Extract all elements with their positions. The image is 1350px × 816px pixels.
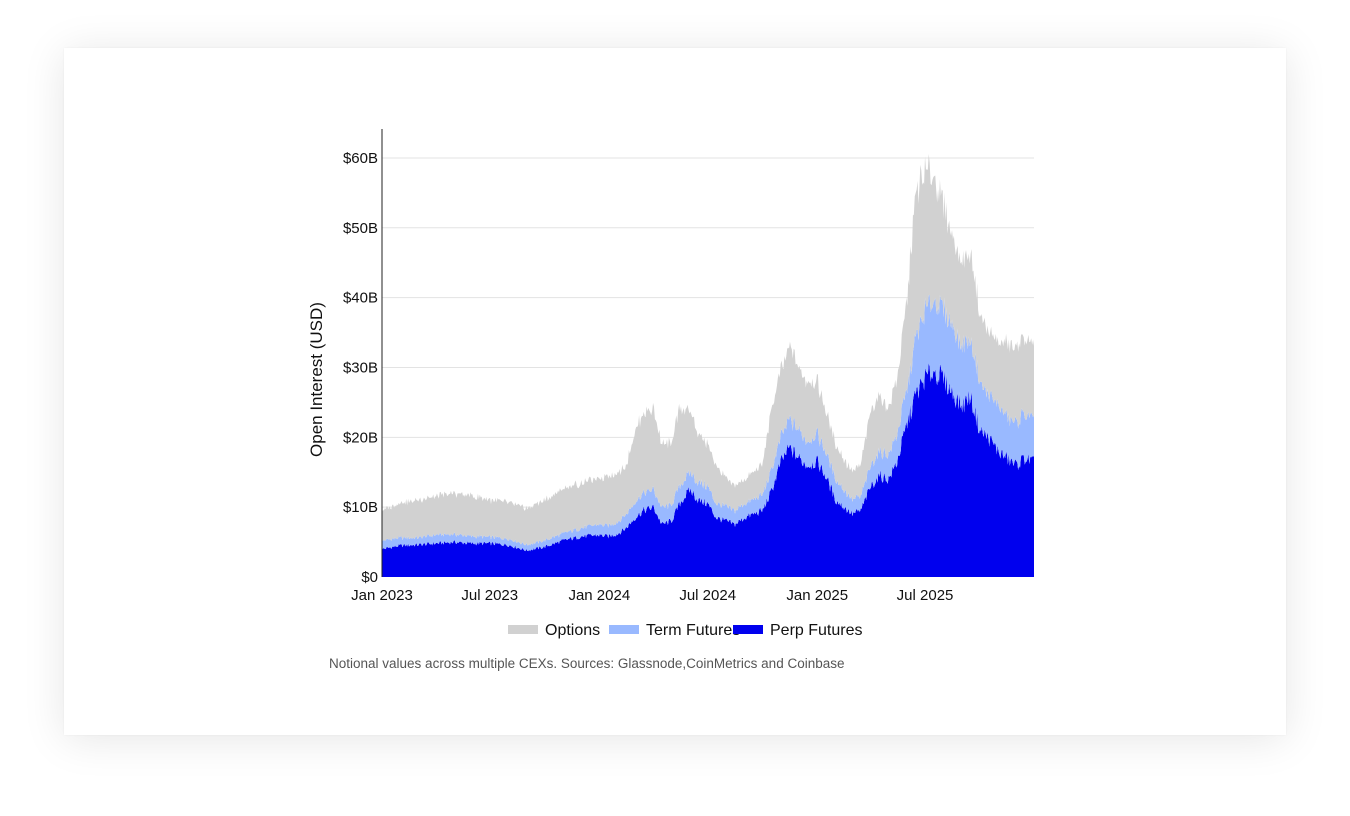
y-tick-label: $30B: [343, 359, 378, 376]
y-tick-label: $10B: [343, 499, 378, 516]
y-tick-label: $60B: [343, 150, 378, 167]
y-tick-label: $20B: [343, 429, 378, 446]
x-tick-labels: Jan 2023 Jul 2023 Jan 2024 Jul 2024 Jan 2025…: [351, 587, 953, 604]
area-term-futures: [382, 294, 1034, 552]
legend-label-term-futures: Term Futures: [646, 622, 740, 639]
x-tick-label: Jul 2024: [679, 587, 736, 604]
stacked-areas: [382, 153, 1034, 577]
y-axis-title: Open Interest (USD): [307, 302, 326, 457]
y-tick-labels: $0 $10B $20B $30B $40B $50B $60B: [343, 150, 378, 586]
x-tick-label: Jul 2023: [461, 587, 518, 604]
legend-label-options: Options: [545, 622, 600, 639]
y-tick-label: $50B: [343, 220, 378, 237]
source-note: Notional values across multiple CEXs. So…: [329, 656, 845, 671]
x-tick-label: Jan 2023: [351, 587, 413, 604]
legend-label-perp-futures: Perp Futures: [770, 622, 862, 639]
y-tick-label: $0: [361, 569, 378, 586]
legend-swatch-term-futures: [609, 625, 639, 634]
x-tick-label: Jan 2024: [568, 587, 630, 604]
x-tick-label: Jan 2025: [786, 587, 848, 604]
chart: $0 $10B $20B $30B $40B $50B $60B Jan 2023 Jul 2…: [307, 129, 1034, 671]
legend: Options Term Futures Perp Futures: [508, 622, 862, 639]
legend-swatch-options: [508, 625, 538, 634]
legend-swatch-perp-futures: [733, 625, 763, 634]
y-tick-label: $40B: [343, 290, 378, 307]
area-options: [382, 153, 1034, 546]
area-perp-futures: [382, 362, 1034, 577]
x-tick-label: Jul 2025: [897, 587, 954, 604]
chart-card: $0 $10B $20B $30B $40B $50B $60B Jan 2023 Jul 2…: [64, 48, 1286, 735]
